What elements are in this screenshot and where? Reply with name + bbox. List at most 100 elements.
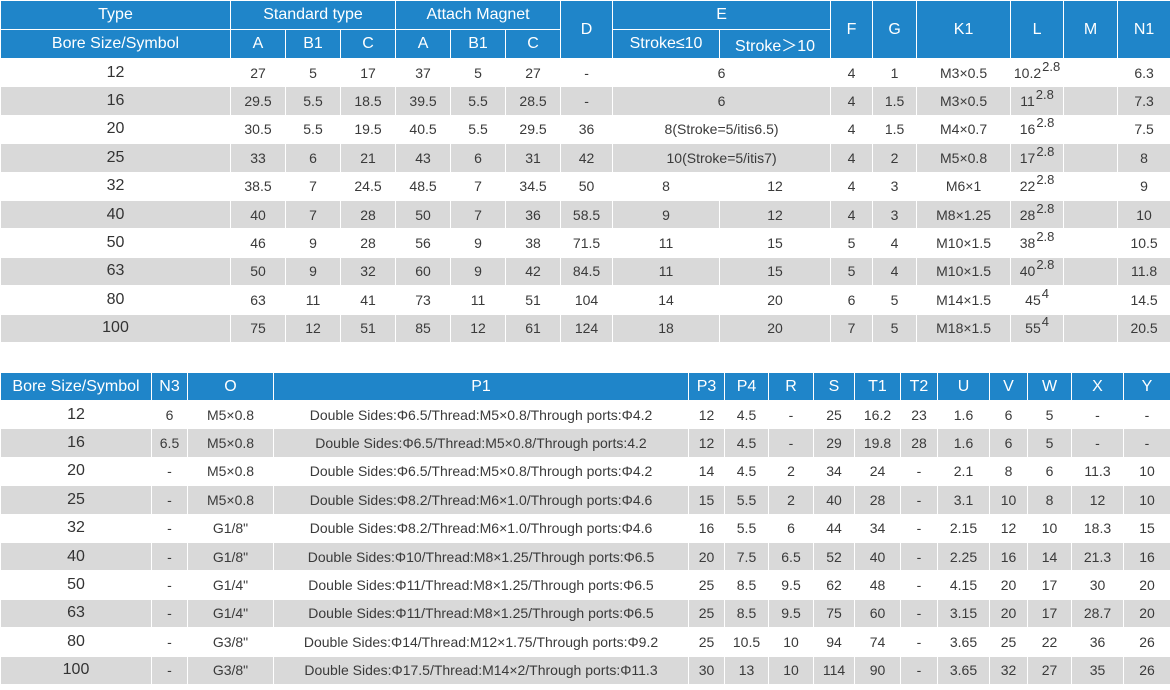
header-t1: T1 xyxy=(854,372,901,401)
p1-cell-value: Double Sides:Φ11/Thread:M8×1.25/Through … xyxy=(308,577,654,594)
d-cell: 42 xyxy=(560,143,614,173)
magnet-c-cell-value: 51 xyxy=(525,291,541,308)
table-row: 63 - G1/4" Double Sides:Φ11/Thread:M8×1.25/… xyxy=(0,598,1170,629)
header-m: M xyxy=(1063,0,1119,59)
y-cell: 15 xyxy=(1123,513,1170,543)
magnet-b1-cell: 11 xyxy=(450,285,507,315)
magnet-c-cell: 31 xyxy=(505,143,562,173)
bore-size-cell: 12 xyxy=(0,57,231,88)
n3-cell: - xyxy=(151,513,188,543)
t2-cell-value: - xyxy=(916,520,922,537)
header-b1: B1 xyxy=(285,29,341,59)
bore-size-cell-value: 63 xyxy=(67,604,85,622)
o-cell-value: G1/8" xyxy=(212,520,249,537)
b1-cell-value: 9 xyxy=(309,263,317,280)
t1-cell: 28 xyxy=(854,485,901,515)
p4-cell: 13 xyxy=(724,655,769,685)
w-cell: 6 xyxy=(1027,456,1072,487)
e-cell-value: 10(Stroke=5/itis7) xyxy=(666,149,777,166)
b1-cell-value: 5.5 xyxy=(303,93,323,110)
o-cell-value: M5×0.8 xyxy=(206,463,255,480)
header-magnet-a: A xyxy=(395,29,452,59)
f-cell-value: 7 xyxy=(847,320,856,337)
s-cell: 52 xyxy=(813,541,855,572)
k1-cell: M4×0.7 xyxy=(916,114,1012,145)
header-attach-magnet: Attach Magnet xyxy=(395,0,562,30)
magnet-a-cell-value: 48.5 xyxy=(409,178,437,195)
p1-cell-value: Double Sides:Φ6.5/Thread:M5×0.8/Through … xyxy=(309,406,653,423)
p1-cell-value: Double Sides:Φ11/Thread:M8×1.25/Through … xyxy=(308,605,654,622)
header-v: V xyxy=(989,372,1028,401)
t2-cell-value: - xyxy=(916,548,922,565)
bore-size-cell: 12 xyxy=(0,399,152,430)
v-cell-value: 6 xyxy=(1004,435,1013,452)
l-cell-tolerance: 4 xyxy=(1041,314,1049,330)
b1-cell-value: 12 xyxy=(305,320,321,337)
magnet-c-cell-value: 29.5 xyxy=(519,121,547,138)
f-cell-value: 4 xyxy=(847,149,856,166)
l-cell: 222.8 xyxy=(1010,171,1065,201)
l-cell-value: 38 xyxy=(1019,235,1036,252)
w-cell: 14 xyxy=(1027,541,1072,572)
t1-cell: 74 xyxy=(854,627,901,657)
w-cell-value: 6 xyxy=(1045,463,1054,480)
p3-cell-value: 12 xyxy=(698,406,715,423)
magnet-b1-cell-value: 11 xyxy=(470,291,486,308)
e-stroke-le10-cell-value: 9 xyxy=(662,206,670,223)
bore-size-cell: 20 xyxy=(0,456,152,487)
e-cell: 6 xyxy=(612,86,832,116)
magnet-b1-cell: 6 xyxy=(450,143,507,173)
c-cell: 24.5 xyxy=(339,171,397,201)
n3-cell-value: - xyxy=(167,577,172,594)
magnet-b1-cell-value: 5.5 xyxy=(468,93,488,110)
t1-cell-value: 74 xyxy=(869,633,886,650)
y-cell: 20 xyxy=(1123,598,1170,629)
x-cell: - xyxy=(1071,428,1124,458)
l-cell-value: 40 xyxy=(1019,263,1036,280)
c-cell: 51 xyxy=(339,313,397,343)
y-cell-value: 20 xyxy=(1139,605,1155,622)
p1-cell: Double Sides:Φ17.5/Thread:M14×2/Through … xyxy=(273,655,689,685)
y-cell: 10 xyxy=(1123,485,1170,515)
v-cell-value: 16 xyxy=(1000,548,1017,565)
header-bore-size: Bore Size/Symbol xyxy=(0,372,152,401)
m-cell xyxy=(1063,171,1119,201)
n3-cell-value: 6 xyxy=(165,406,174,423)
f-cell: 4 xyxy=(830,114,874,145)
n1-cell: 7.5 xyxy=(1117,114,1170,145)
s-cell-value: 29 xyxy=(826,435,842,452)
bore-size-cell: 25 xyxy=(0,485,152,515)
x-cell: 36 xyxy=(1071,627,1124,657)
c-cell: 19.5 xyxy=(339,114,397,145)
r-cell-value: 2 xyxy=(787,463,795,480)
p3-cell-value: 25 xyxy=(698,577,715,594)
l-cell: 382.8 xyxy=(1010,228,1065,258)
t2-cell: - xyxy=(900,655,938,685)
bore-size-cell-value: 16 xyxy=(67,434,85,452)
y-cell-value: 10 xyxy=(1139,491,1155,508)
x-cell: 12 xyxy=(1071,485,1124,515)
p3-cell-value: 15 xyxy=(698,491,715,508)
n3-cell-value: - xyxy=(167,605,172,622)
e-stroke-le10-cell: 9 xyxy=(612,199,721,230)
k1-cell-value: M10×1.5 xyxy=(936,235,991,252)
magnet-c-cell: 34.5 xyxy=(505,171,562,201)
y-cell: 26 xyxy=(1123,655,1170,685)
u-cell: 4.15 xyxy=(937,570,990,600)
n3-cell: - xyxy=(151,655,188,685)
l-cell-tolerance: 2.8 xyxy=(1035,87,1054,103)
magnet-a-cell-value: 40.5 xyxy=(409,121,437,138)
g-cell-value: 5 xyxy=(890,291,899,308)
n3-cell: - xyxy=(151,485,188,515)
w-cell-value: 8 xyxy=(1045,491,1054,508)
o-cell-value: M5×0.8 xyxy=(206,406,255,423)
g-cell: 4 xyxy=(872,256,918,287)
u-cell-value: 3.1 xyxy=(953,491,974,508)
bore-size-cell: 25 xyxy=(0,143,231,173)
w-cell-value: 17 xyxy=(1041,577,1058,594)
a-cell-value: 33 xyxy=(250,149,266,166)
u-cell-value: 2.25 xyxy=(949,548,978,565)
t1-cell-value: 34 xyxy=(869,520,886,537)
x-cell-value: 36 xyxy=(1089,633,1106,650)
e-stroke-gt10-cell-value: 12 xyxy=(767,178,783,195)
